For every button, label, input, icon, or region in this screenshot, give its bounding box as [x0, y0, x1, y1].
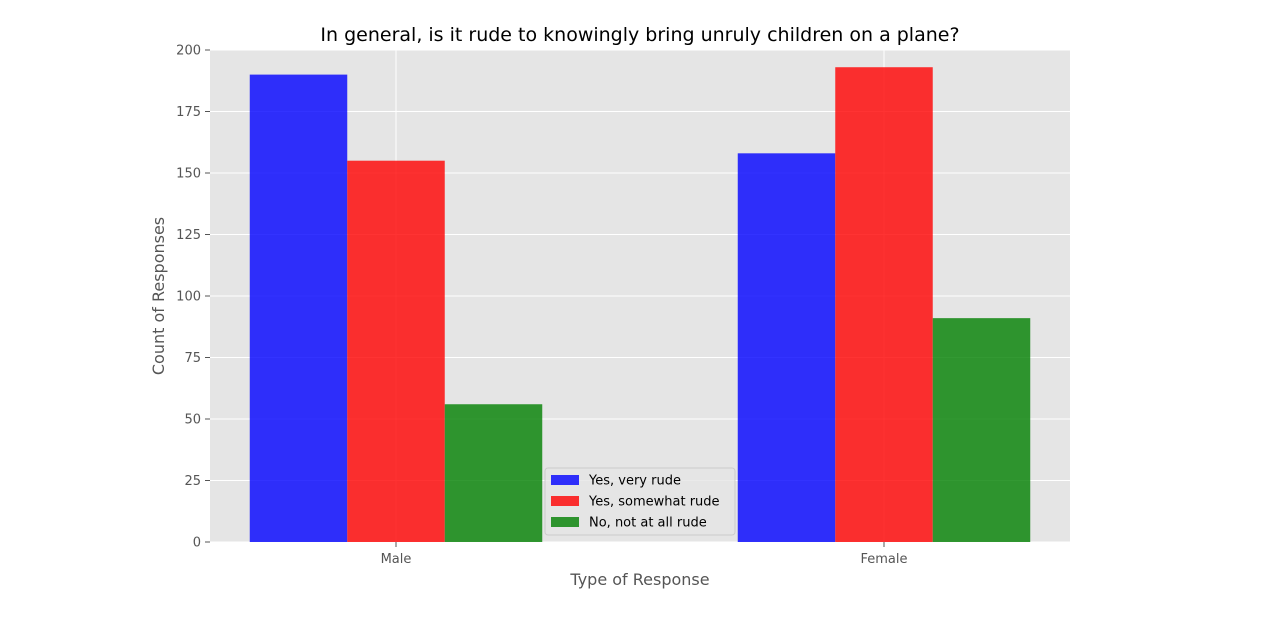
y-tick-label-5: 125	[176, 228, 201, 243]
y-tick-label-2: 50	[184, 413, 201, 428]
bar-male-series-2	[444, 404, 543, 542]
y-tick-label-6: 150	[176, 167, 201, 182]
bars	[249, 67, 1031, 542]
legend-swatch-1	[551, 496, 579, 506]
chart-title: In general, is it rude to knowingly brin…	[320, 24, 959, 46]
y-axis-label: Count of Responses	[149, 217, 168, 375]
legend-label-2: No, not at all rude	[589, 516, 707, 531]
y-tick-label-7: 175	[176, 105, 201, 120]
bar-female-series-0	[737, 153, 836, 542]
legend-swatch-0	[551, 475, 579, 485]
bar-female-series-2	[932, 318, 1031, 542]
legend-swatch-2	[551, 517, 579, 527]
legend-label-0: Yes, very rude	[588, 474, 681, 489]
y-tick-label-0: 0	[193, 536, 201, 551]
legend-box	[544, 467, 736, 536]
bar-female-series-1	[835, 67, 933, 542]
x-axis-label: Type of Response	[569, 570, 709, 589]
legend: Yes, very rude Yes, somewhat rude No, not …	[544, 467, 736, 536]
y-tick-label-4: 100	[176, 290, 201, 305]
x-axis: Male Female	[381, 542, 908, 567]
bar-male-series-1	[347, 160, 445, 542]
y-tick-label-3: 75	[184, 351, 201, 366]
x-tick-label-1: Female	[860, 552, 907, 567]
y-tick-label-1: 25	[184, 474, 201, 489]
bar-male-series-0	[249, 74, 348, 542]
legend-label-1: Yes, somewhat rude	[588, 495, 720, 510]
y-axis: 0 25 50 75 100 125 150 175 200	[176, 44, 210, 551]
y-tick-label-8: 200	[176, 44, 201, 59]
x-tick-label-0: Male	[381, 552, 412, 567]
